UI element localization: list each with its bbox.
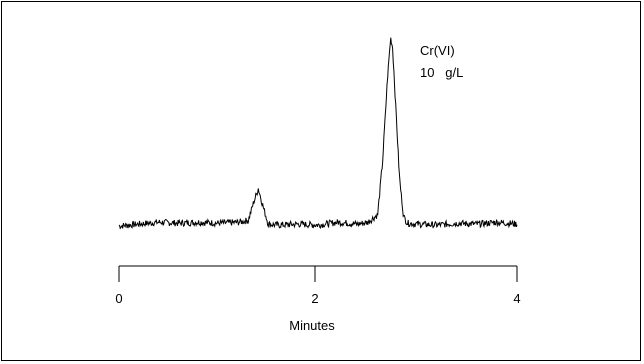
peak-annotation-concentration: 10 g/L [420,65,463,80]
x-tick-label-0: 0 [115,291,122,306]
x-tick-label-2: 2 [311,291,318,306]
peak-annotation-species: Cr(VI) [420,43,455,58]
x-axis-label: Minutes [289,318,335,333]
trace-layer [118,37,518,230]
x-tick-label-4: 4 [513,291,520,306]
chromatogram-trace [118,37,518,230]
